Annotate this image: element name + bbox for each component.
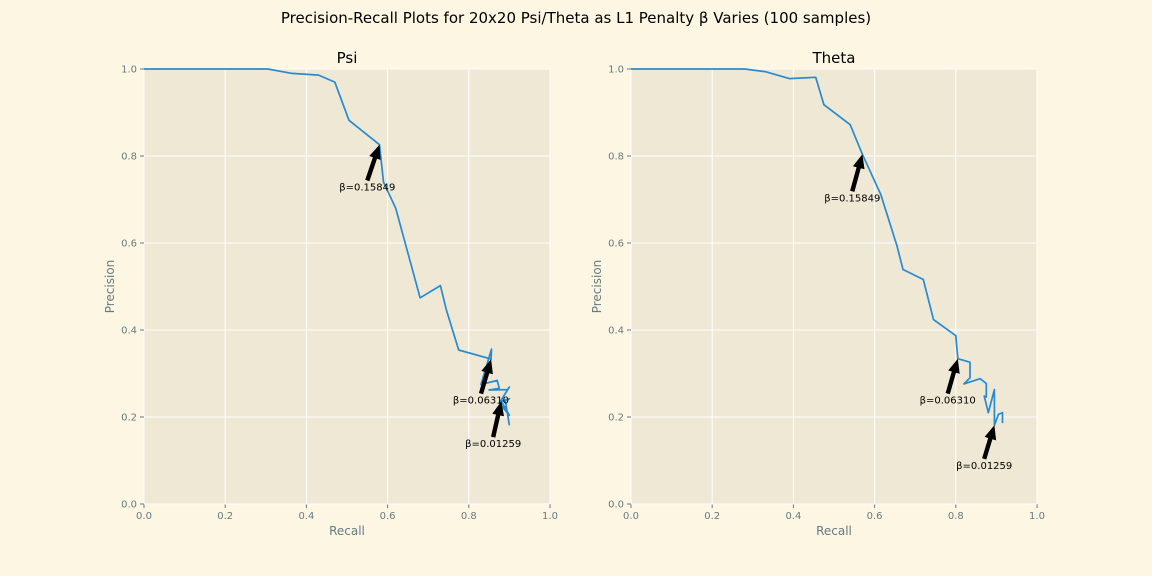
theta-annotation-label: β=0.01259 [956, 461, 1012, 472]
theta-y-tick-label: 0.2 [608, 413, 624, 424]
psi-pr-curve [144, 68, 511, 426]
psi-x-tick-label: 0.8 [461, 511, 477, 522]
psi-x-tick-label: 0.2 [217, 511, 233, 522]
theta-y-tick-label: 1.0 [608, 65, 624, 76]
theta-x-tick-label: 0.2 [704, 511, 720, 522]
psi-y-tick-label: 1.0 [121, 65, 137, 76]
psi-annotation-arrow [365, 144, 381, 182]
theta-x-tick-label: 0.6 [867, 511, 883, 522]
theta-annotation-arrow [850, 154, 865, 192]
psi-y-tick-label: 0.8 [121, 152, 137, 163]
psi-title: Psi [337, 49, 358, 67]
psi-x-tick-label: 0.0 [136, 511, 152, 522]
psi-annotation-label: β=0.01259 [465, 439, 521, 450]
theta-x-tick-label: 0.0 [623, 511, 639, 522]
psi-annotation-label: β=0.06310 [453, 396, 509, 407]
theta-annotation-arrow [982, 425, 997, 460]
theta-x-axis-label: Recall [816, 524, 852, 538]
psi-x-axis-label: Recall [329, 524, 365, 538]
theta-y-axis-label: Precision [590, 260, 604, 314]
theta-annotation-label: β=0.15849 [824, 193, 880, 204]
psi-y-tick-label: 0.0 [121, 500, 137, 511]
theta-x-tick-label: 0.4 [785, 511, 801, 522]
psi-plot-area [144, 69, 550, 504]
psi-x-tick-label: 1.0 [542, 511, 558, 522]
psi-y-tick-label: 0.4 [121, 326, 137, 337]
psi-y-tick-label: 0.2 [121, 413, 137, 424]
figure-title: Precision-Recall Plots for 20x20 Psi/The… [280, 9, 872, 27]
theta-x-tick-label: 1.0 [1029, 511, 1045, 522]
theta-annotation-arrow [945, 358, 960, 395]
psi-x-tick-label: 0.6 [380, 511, 396, 522]
psi-annotation-label: β=0.15849 [339, 182, 395, 193]
theta-y-tick-label: 0.6 [608, 239, 624, 250]
psi-annotation-arrow [491, 401, 504, 438]
theta-plot-area [631, 69, 1037, 504]
theta-y-tick-label: 0.4 [608, 326, 624, 337]
psi-x-tick-label: 0.4 [298, 511, 314, 522]
theta-annotation-label: β=0.06310 [920, 396, 976, 407]
psi-annotation-arrow [478, 359, 493, 395]
psi-y-axis-label: Precision [103, 260, 117, 314]
theta-x-tick-label: 0.8 [948, 511, 964, 522]
theta-y-tick-label: 0.8 [608, 152, 624, 163]
psi-y-tick-label: 0.6 [121, 239, 137, 250]
theta-title: Theta [812, 49, 856, 67]
theta-pr-curve [631, 68, 1004, 427]
theta-y-tick-label: 0.0 [608, 500, 624, 511]
